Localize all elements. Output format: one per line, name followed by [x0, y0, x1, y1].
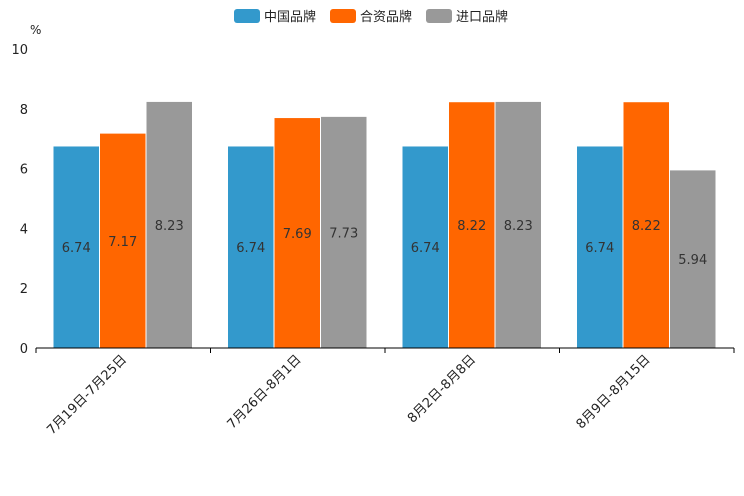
bar-data-label: 8.22: [632, 219, 661, 234]
legend-swatch: [426, 9, 452, 23]
legend-label: 进口品牌: [456, 9, 508, 25]
bar-data-label: 8.23: [504, 219, 533, 234]
bar-data-label: 8.23: [155, 219, 184, 234]
bar-data-label: 7.17: [108, 235, 137, 250]
legend-swatch: [330, 9, 356, 23]
y-tick-label: 0: [20, 342, 28, 357]
y-tick-label: 4: [20, 222, 28, 237]
bar: [670, 170, 716, 348]
y-axis-unit-label: %: [30, 23, 41, 37]
legend: 中国品牌 合资品牌 进口品牌: [234, 9, 508, 25]
bar: [274, 118, 320, 348]
legend-swatch: [234, 9, 260, 23]
bar-data-label: 8.22: [457, 219, 486, 234]
bar-data-label: 5.94: [678, 253, 707, 268]
bar: [495, 101, 541, 348]
bar: [623, 102, 669, 348]
y-tick-label: 2: [20, 282, 28, 297]
bar: [321, 116, 367, 348]
y-tick-label: 8: [20, 103, 28, 118]
bars: 6.74 7.17 8.23 6.74 7.69 7.73 6.74 8.22 8.23 6.74…: [53, 101, 716, 348]
bar: [577, 146, 623, 348]
bar: [228, 146, 274, 348]
x-tick-label: 7月26日-8月1日: [225, 352, 305, 432]
x-tick-label: 7月19日-7月25日: [44, 352, 130, 438]
x-tick-label: 8月2日-8月8日: [405, 352, 479, 426]
bar-data-label: 6.74: [411, 241, 440, 256]
bar-data-label: 6.74: [236, 241, 265, 256]
legend-label: 合资品牌: [360, 9, 412, 25]
legend-label: 中国品牌: [264, 9, 316, 25]
bar-data-label: 6.74: [585, 241, 614, 256]
bar: [449, 102, 495, 348]
bar-data-label: 7.73: [329, 226, 358, 241]
bar: [100, 133, 146, 348]
bar-data-label: 7.69: [283, 227, 312, 242]
bar: [53, 146, 99, 348]
y-tick-label: 6: [20, 163, 28, 178]
x-axis: [35, 347, 735, 353]
x-axis-tick-labels: 7月19日-7月25日 7月26日-8月1日 8月2日-8月8日 8月9日-8月15日: [44, 352, 653, 438]
y-tick-label: 10: [11, 43, 28, 58]
bar-data-label: 6.74: [62, 241, 91, 256]
bar: [146, 101, 192, 348]
x-tick-label: 8月9日-8月15日: [574, 352, 654, 432]
bar: [402, 146, 448, 348]
y-axis-ticks: 0 2 4 6 8 10: [11, 43, 28, 357]
